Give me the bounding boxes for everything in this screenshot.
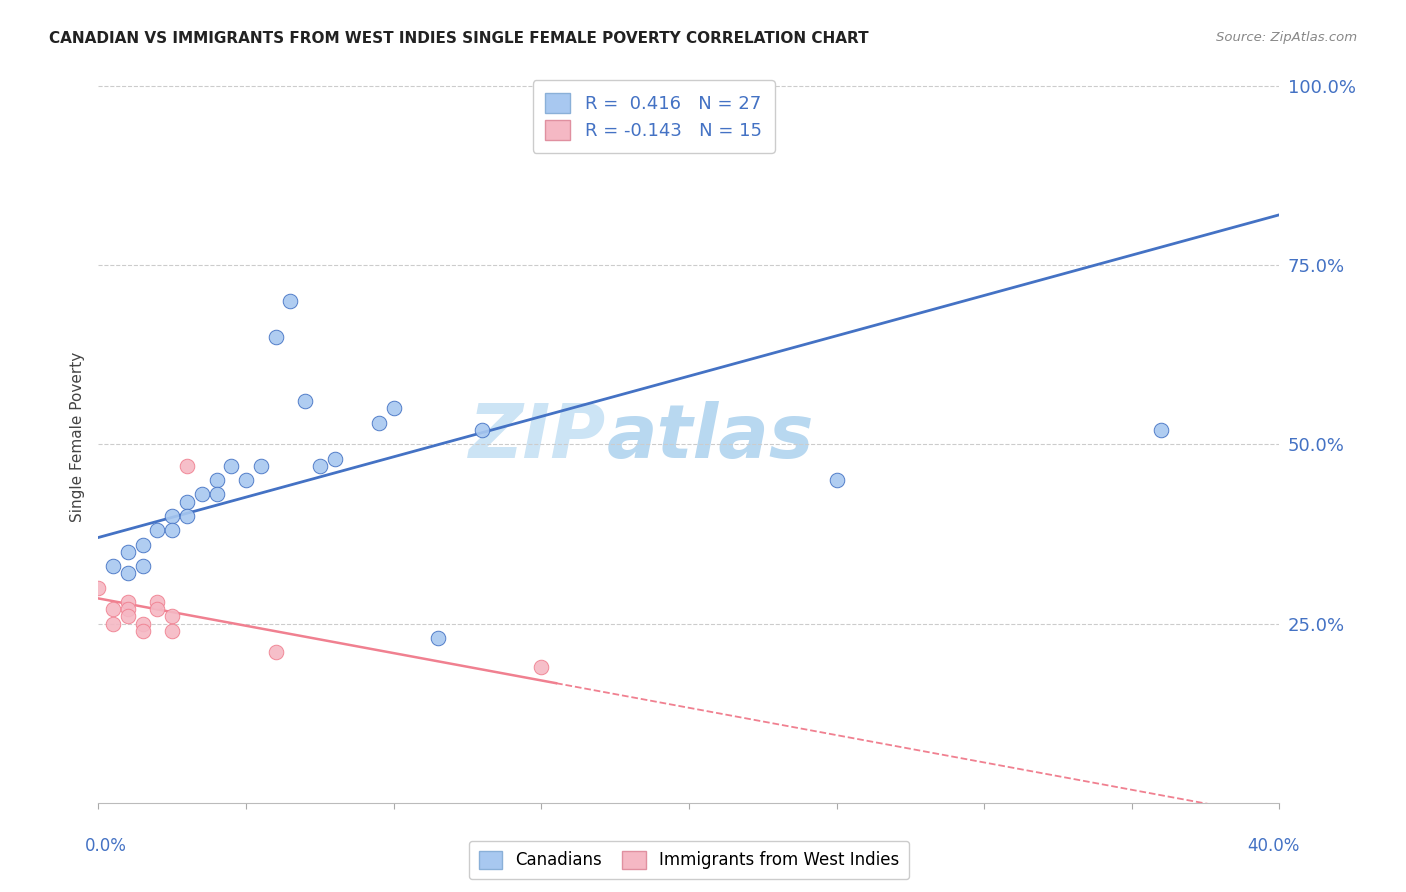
Point [176,458,198,473]
Point [825,473,848,487]
Legend: R =  0.416   N = 27, R = -0.143   N = 15: R = 0.416 N = 27, R = -0.143 N = 15 [533,80,775,153]
Point [205,487,228,501]
Point [87,581,110,595]
Point [264,645,287,659]
Point [250,458,273,473]
Point [323,451,346,466]
Point [132,538,155,552]
Text: 0.0%: 0.0% [84,837,127,855]
Point [117,566,139,581]
Text: atlas: atlas [606,401,814,474]
Point [117,609,139,624]
Point [235,473,257,487]
Point [1150,423,1173,437]
Point [309,458,332,473]
Point [103,616,125,631]
Point [176,508,198,523]
Point [205,473,228,487]
Point [146,595,169,609]
Point [368,416,391,430]
Point [264,329,287,343]
Point [146,602,169,616]
Point [162,524,183,538]
Text: 40.0%: 40.0% [1247,837,1301,855]
Point [294,394,316,409]
Text: ZIP: ZIP [470,401,606,474]
Point [162,624,183,638]
Point [132,616,155,631]
Point [132,624,155,638]
Point [280,293,302,308]
Legend: Canadians, Immigrants from West Indies: Canadians, Immigrants from West Indies [468,840,910,880]
Point [530,659,553,673]
Y-axis label: Single Female Poverty: Single Female Poverty [69,352,84,522]
Point [471,423,494,437]
Point [176,494,198,508]
Point [117,595,139,609]
Point [103,602,125,616]
Point [191,487,214,501]
Point [117,545,139,559]
Text: Source: ZipAtlas.com: Source: ZipAtlas.com [1216,31,1357,45]
Point [427,631,450,645]
Point [117,602,139,616]
Point [162,508,183,523]
Point [103,559,125,574]
Point [221,458,243,473]
Text: CANADIAN VS IMMIGRANTS FROM WEST INDIES SINGLE FEMALE POVERTY CORRELATION CHART: CANADIAN VS IMMIGRANTS FROM WEST INDIES … [49,31,869,46]
Point [146,524,169,538]
Point [162,609,183,624]
Point [132,559,155,574]
Point [382,401,405,416]
